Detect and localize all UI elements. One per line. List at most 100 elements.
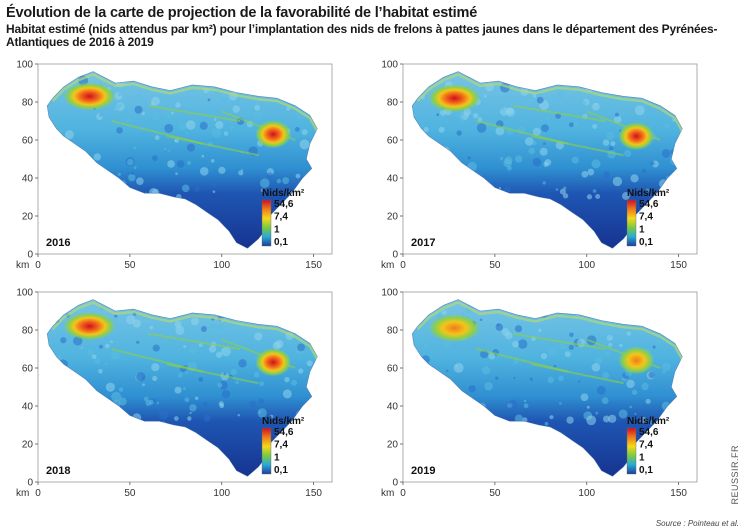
texture-dot [151,96,160,106]
y-tick-label: 100 [381,60,398,71]
texture-dot [578,380,581,383]
texture-dot [605,351,610,356]
texture-dot [622,192,630,200]
texture-dot [148,399,154,405]
texture-dot [513,359,519,365]
x-tick-label: 100 [578,260,595,271]
texture-dot [664,123,670,129]
texture-dot [213,118,217,121]
texture-dot [648,371,655,379]
year-label: 2016 [46,237,70,249]
texture-dot [504,156,513,165]
corridor [513,332,606,350]
texture-dot [189,411,192,415]
texture-dot [479,318,483,322]
texture-dot [112,103,120,112]
texture-dot [602,415,610,423]
y-tick-label: 20 [387,212,399,223]
texture-dot [209,323,218,333]
texture-dot [484,381,493,391]
x-tick-label: 150 [670,260,687,271]
texture-dot [566,416,574,424]
texture-dot [610,141,616,147]
source-note: Source : Pointeau et al. [655,519,739,528]
x-tick-label: 50 [124,488,136,499]
texture-dot [595,194,601,200]
texture-dot [207,98,211,102]
x-tick-label: 150 [670,488,687,499]
legend-title: Nids/km² [262,416,305,427]
texture-dot [185,120,196,130]
corridor [166,363,259,385]
texture-dot [175,325,185,335]
texture-dot [186,143,195,152]
texture-dot [117,172,122,177]
texture-dot [648,419,654,425]
x-unit-label: km [16,260,29,271]
texture-dot [539,147,548,156]
texture-dot [152,344,160,352]
texture-dot [230,369,237,376]
legend-label: 7,4 [274,212,288,223]
texture-dot [642,168,647,173]
texture-dot [142,333,149,341]
texture-dot [215,351,223,358]
y-tick-label: 80 [387,326,399,337]
x-tick-label: 0 [400,488,406,499]
texture-dot [559,188,566,195]
chart-title: Évolution de la carte de projection de l… [6,5,478,21]
texture-dot [190,317,199,326]
texture-dot [114,340,120,346]
texture-dot [586,405,590,409]
texture-dot [189,322,192,325]
map-panel-2019: 0 20 40 60 80 100 0 50 100 150 km 2019 Nids/km² 54,6 7… [365,284,705,502]
texture-dot [622,112,627,117]
texture-dot [198,343,203,347]
texture-dot [111,391,122,402]
texture-dot [288,392,292,395]
texture-dot [488,352,496,360]
texture-dot [127,158,134,166]
texture-dot [99,344,103,349]
texture-dot [260,188,265,192]
texture-dot [223,131,229,136]
texture-dot [580,393,589,402]
texture-dot [614,112,619,117]
texture-dot [91,354,97,360]
texture-dot [294,126,300,132]
texture-dot [152,112,160,120]
x-tick-label: 50 [124,260,136,271]
texture-dot [544,158,552,166]
texture-dot [528,147,535,155]
texture-dot [136,340,140,344]
texture-dot [276,178,282,184]
texture-dot [301,129,308,136]
texture-dot [133,146,137,150]
y-tick-label: 60 [22,136,34,147]
y-tick-label: 40 [22,174,34,185]
texture-dot [282,177,290,185]
texture-dot [536,96,544,104]
year-label: 2018 [46,465,70,477]
texture-dot [218,380,228,390]
texture-dot [116,127,123,134]
texture-dot [194,186,200,192]
texture-dot [266,172,274,180]
texture-dot [517,339,528,349]
texture-dot [96,113,103,120]
legend-label: 7,4 [274,440,288,451]
texture-dot [232,105,240,113]
texture-dot [564,351,571,358]
texture-dot [152,375,158,381]
texture-dot [110,340,113,344]
texture-dot [199,121,208,130]
y-tick-label: 100 [16,60,33,71]
texture-dot [540,353,548,360]
northern-band [51,73,318,133]
texture-dot [249,400,257,408]
texture-dot [508,399,518,410]
texture-dot [606,131,615,141]
texture-dot [603,171,611,179]
texture-dot [640,416,647,424]
x-unit-label: km [381,260,394,271]
